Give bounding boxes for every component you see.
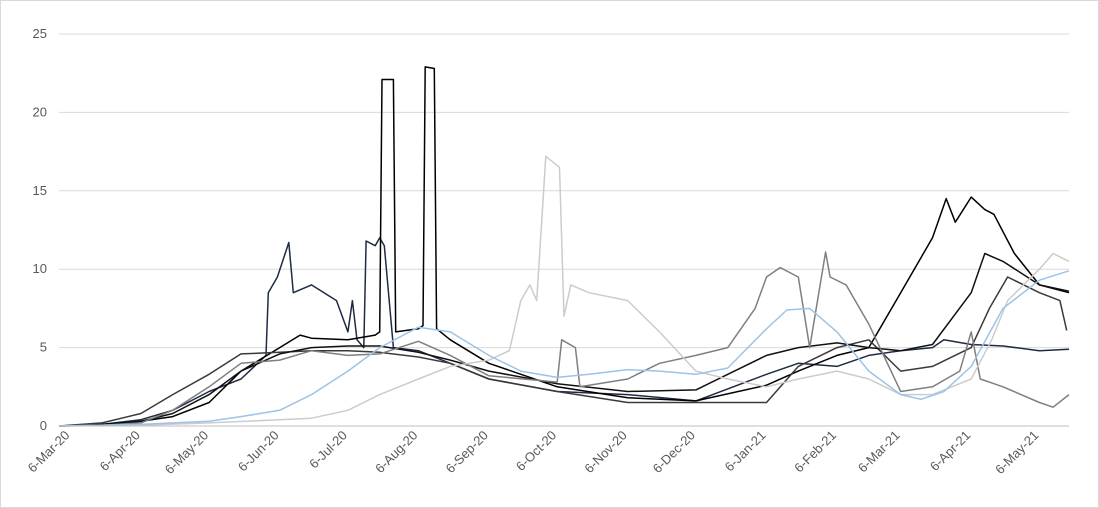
- y-tick-label: 0: [40, 418, 47, 433]
- x-tick-label: 6-Jun-20: [235, 428, 282, 475]
- y-tick-label: 20: [33, 104, 47, 119]
- x-tick-label: 6-Dec-20: [650, 428, 698, 476]
- x-tick-label: 6-Sep-20: [443, 428, 491, 476]
- series-line-4: [58, 252, 1070, 427]
- x-tick-label: 6-Jan-21: [722, 428, 769, 475]
- gridlines: [59, 33, 1069, 349]
- x-tick-label: 6-Mar-20: [25, 428, 73, 476]
- y-tick-label: 10: [33, 261, 47, 276]
- series-line-7: [58, 270, 1070, 427]
- series-line-2: [58, 66, 1070, 427]
- y-tick-label: 5: [40, 340, 47, 355]
- x-tick-label: 6-May-21: [992, 428, 1041, 477]
- x-tick-label: 6-Apr-20: [97, 428, 143, 474]
- y-tick-label: 25: [33, 26, 47, 41]
- x-tick-label: 6-Apr-21: [927, 428, 973, 474]
- x-tick-label: 6-Oct-20: [513, 428, 559, 474]
- y-tick-label: 15: [33, 183, 47, 198]
- x-tick-label: 6-May-20: [162, 428, 211, 477]
- series-line-5: [58, 251, 1070, 427]
- x-tick-label: 6-Aug-20: [372, 428, 420, 476]
- series-lines: [58, 66, 1070, 427]
- x-tick-label: 6-Nov-20: [581, 428, 629, 476]
- x-tick-label: 6-Jul-20: [306, 428, 350, 472]
- x-tick-label: 6-Feb-21: [791, 428, 839, 476]
- x-tick-label: 6-Mar-21: [855, 428, 903, 476]
- series-line-1: [58, 237, 1070, 427]
- series-line-3: [58, 276, 1068, 427]
